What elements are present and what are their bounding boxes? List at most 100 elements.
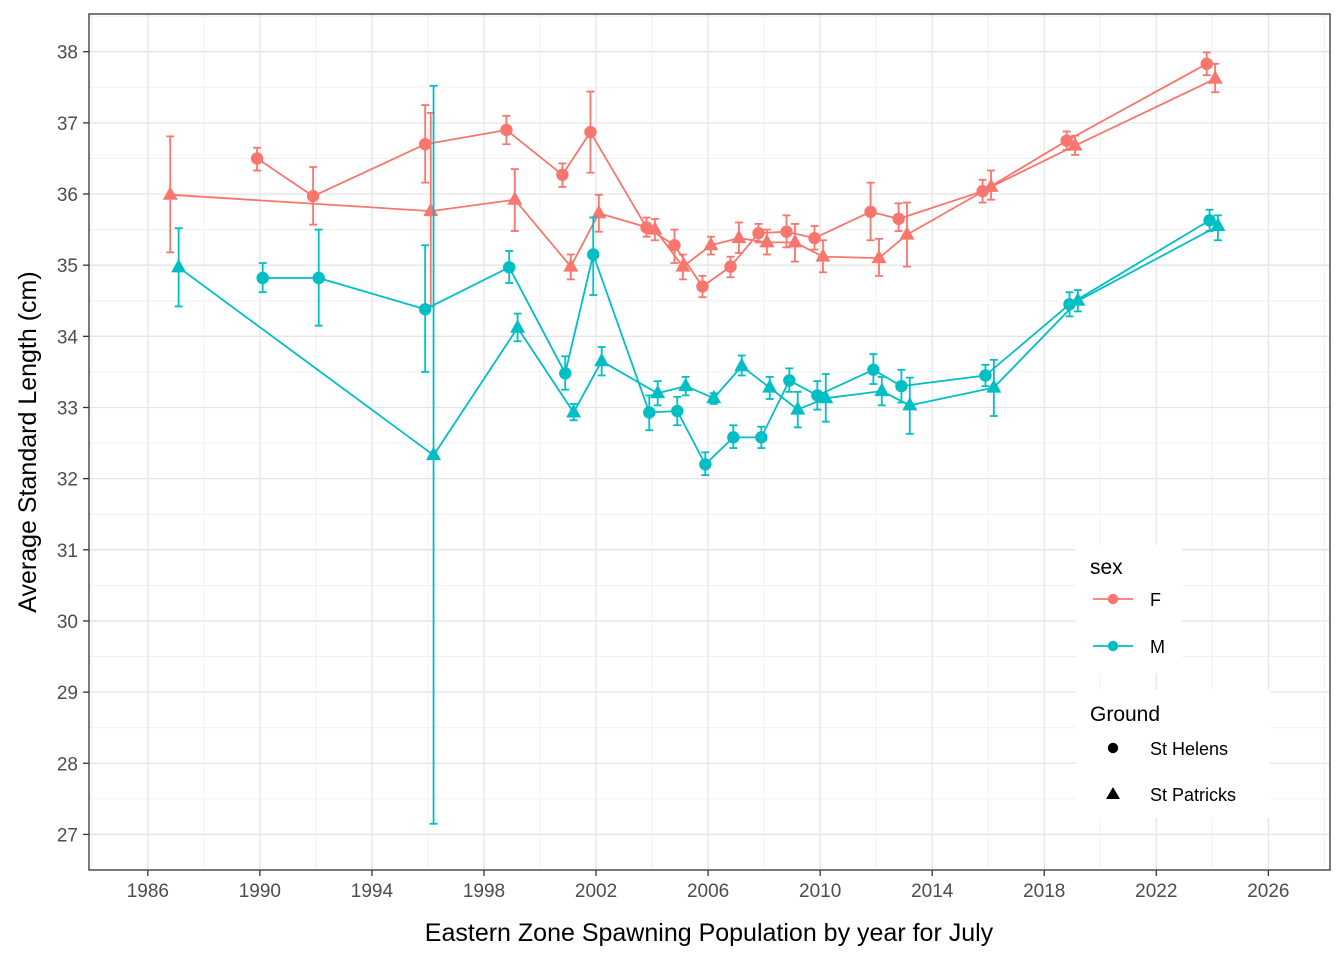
series-F-st-helens xyxy=(250,51,1213,299)
legend-color-box xyxy=(1076,545,1182,673)
data-point-triangle xyxy=(734,357,750,372)
x-axis: 1986 1990 1994 1998 2002 2006 2010 2014 2018 2022… xyxy=(127,870,1290,902)
data-point-triangle xyxy=(983,178,999,192)
legend-key-M-icon xyxy=(1107,640,1119,652)
legend: sex F M Ground St Helens St Patricks xyxy=(1076,545,1270,818)
y-tick-label: 35 xyxy=(57,256,78,277)
data-point-circle xyxy=(727,431,740,444)
data-point-circle xyxy=(979,369,992,382)
y-tick-label: 31 xyxy=(57,541,78,562)
data-point-circle xyxy=(418,303,432,316)
data-point-triangle xyxy=(790,401,806,415)
x-tick-label: 2022 xyxy=(1135,881,1177,902)
data-point-triangle xyxy=(762,379,778,393)
data-point-circle xyxy=(559,367,572,380)
data-point-circle xyxy=(1200,57,1213,71)
legend-triangle-icon xyxy=(1106,787,1120,799)
y-tick-label: 34 xyxy=(57,327,79,348)
data-point-circle xyxy=(556,168,569,182)
data-point-circle xyxy=(1060,134,1073,147)
y-tick-label: 28 xyxy=(57,754,78,775)
data-point-circle xyxy=(500,123,513,137)
data-point-triangle xyxy=(1207,70,1223,84)
data-point-triangle xyxy=(1070,292,1086,306)
y-tick-label: 36 xyxy=(57,185,78,206)
x-tick-label: 1998 xyxy=(463,881,505,902)
y-axis: 27 28 29 30 31 32 33 34 35 36 37 38 xyxy=(57,43,89,846)
data-point-triangle xyxy=(647,221,663,235)
data-point-triangle xyxy=(818,389,834,404)
data-point-circle xyxy=(668,239,681,252)
data-point-triangle xyxy=(731,229,747,244)
x-tick-label: 1990 xyxy=(239,881,281,902)
y-axis-title: Average Standard Length (cm) xyxy=(14,271,42,612)
legend-color-title: sex xyxy=(1090,556,1123,579)
data-point-triangle xyxy=(591,204,607,219)
x-axis-title: Eastern Zone Spawning Population by year… xyxy=(425,919,994,947)
data-point-circle xyxy=(808,231,821,245)
data-point-triangle xyxy=(902,396,918,411)
data-point-circle xyxy=(892,212,905,226)
legend-label-F: F xyxy=(1150,590,1161,610)
series-M-st-helens xyxy=(256,208,1216,476)
legend-label-M: M xyxy=(1150,637,1165,657)
x-tick-label: 2002 xyxy=(575,881,617,902)
y-tick-label: 30 xyxy=(57,612,78,633)
data-point-triangle xyxy=(899,226,915,240)
plot-panel-border xyxy=(88,13,1331,871)
data-point-triangle xyxy=(759,233,775,248)
data-point-circle xyxy=(867,363,880,376)
data-point-triangle xyxy=(507,191,523,205)
data-point-circle xyxy=(864,205,877,219)
data-point-triangle xyxy=(986,379,1002,393)
legend-shape-title: Ground xyxy=(1090,703,1160,726)
x-tick-label: 2006 xyxy=(687,881,729,902)
x-tick-label: 2026 xyxy=(1247,881,1289,902)
x-tick-label: 1986 xyxy=(127,881,169,902)
data-point-circle xyxy=(256,271,269,285)
data-point-triangle xyxy=(594,352,610,367)
data-point-circle xyxy=(752,226,765,240)
legend-circle-icon xyxy=(1107,742,1119,754)
y-tick-label: 37 xyxy=(57,114,78,135)
data-point-circle xyxy=(312,271,325,285)
data-point-circle xyxy=(306,189,320,203)
data-point-triangle xyxy=(675,258,691,272)
data-point-triangle xyxy=(706,389,722,404)
legend-label-st-helens: St Helens xyxy=(1150,739,1228,759)
data-point-circle xyxy=(780,225,793,238)
data-point-triangle xyxy=(162,186,178,200)
data-point-circle xyxy=(418,138,432,151)
y-tick-label: 32 xyxy=(57,470,78,491)
data-point-triangle xyxy=(423,202,439,217)
data-point-triangle xyxy=(650,384,666,399)
data-point-triangle xyxy=(871,249,887,264)
data-point-circle xyxy=(696,280,709,293)
legend-key-F-icon xyxy=(1107,593,1119,605)
data-point-triangle xyxy=(510,319,526,333)
data-point-triangle xyxy=(815,248,831,262)
data-point-circle xyxy=(895,379,908,393)
data-point-circle xyxy=(671,404,684,418)
series-line xyxy=(256,63,1208,288)
data-point-circle xyxy=(643,406,656,419)
data-point-circle xyxy=(699,458,712,471)
data-point-triangle xyxy=(874,382,890,397)
data-point-triangle xyxy=(703,236,719,251)
data-point-circle xyxy=(811,389,824,402)
data-point-triangle xyxy=(787,233,803,248)
data-point-circle xyxy=(587,248,600,261)
legend-label-st-patricks: St Patricks xyxy=(1150,785,1236,805)
x-tick-label: 2014 xyxy=(911,881,954,902)
data-point-circle xyxy=(503,261,516,274)
x-tick-label: 2010 xyxy=(799,881,841,902)
data-point-triangle xyxy=(678,377,694,392)
data-point-triangle xyxy=(426,446,442,461)
data-point-circle xyxy=(724,260,737,273)
series-layer xyxy=(162,51,1226,825)
series-M-st-patricks xyxy=(171,84,1226,825)
data-point-triangle xyxy=(563,258,579,272)
data-point-circle xyxy=(783,374,796,387)
data-point-triangle xyxy=(566,403,582,418)
